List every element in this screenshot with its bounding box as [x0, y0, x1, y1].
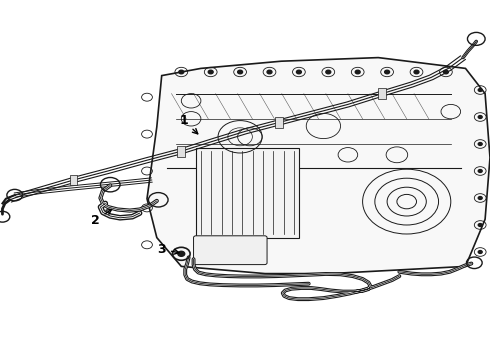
Circle shape	[478, 197, 482, 199]
Circle shape	[478, 170, 482, 172]
Circle shape	[478, 251, 482, 253]
Circle shape	[385, 70, 390, 74]
Circle shape	[178, 251, 185, 256]
Circle shape	[443, 70, 448, 74]
Circle shape	[267, 70, 272, 74]
Circle shape	[478, 224, 482, 226]
Circle shape	[238, 70, 243, 74]
Bar	[177, 146, 185, 157]
Circle shape	[296, 70, 301, 74]
Bar	[378, 88, 386, 99]
Bar	[196, 148, 299, 238]
Text: 3: 3	[157, 243, 179, 256]
Bar	[275, 117, 283, 128]
Circle shape	[478, 143, 482, 145]
Text: 1: 1	[179, 114, 198, 134]
Circle shape	[478, 116, 482, 118]
Polygon shape	[147, 58, 490, 274]
Circle shape	[414, 70, 419, 74]
Bar	[70, 175, 77, 185]
Circle shape	[326, 70, 331, 74]
Circle shape	[208, 70, 213, 74]
FancyBboxPatch shape	[194, 236, 267, 265]
Text: 2: 2	[91, 210, 112, 227]
Circle shape	[478, 89, 482, 91]
Circle shape	[355, 70, 360, 74]
Circle shape	[179, 70, 184, 74]
